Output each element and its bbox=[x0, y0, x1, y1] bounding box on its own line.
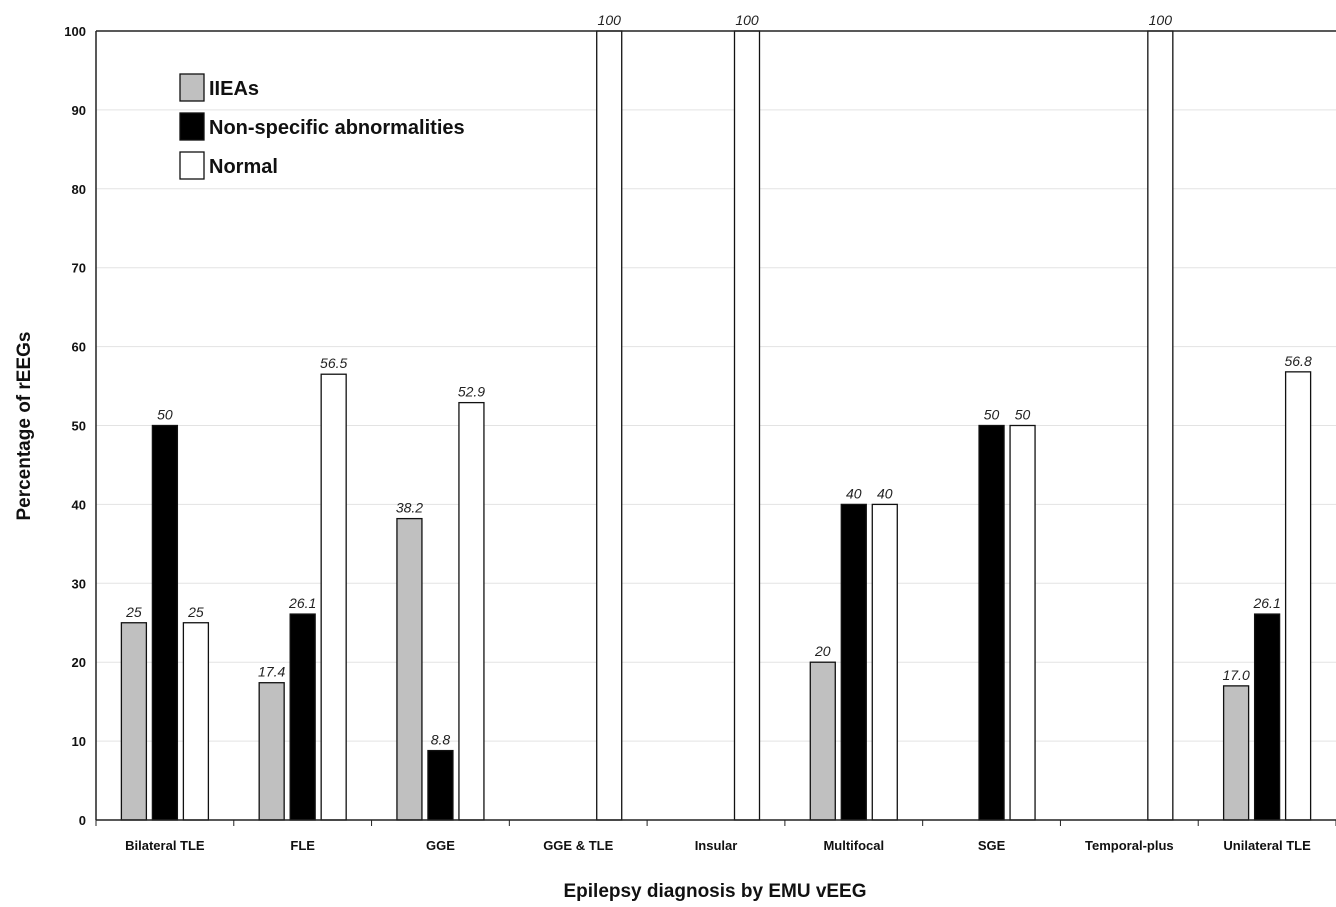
legend: IIEAs Non-specific abnormalities Normal bbox=[179, 73, 465, 180]
data-label: 17.0 bbox=[1222, 667, 1249, 683]
bar-normal-6 bbox=[1009, 424, 1036, 821]
bar-non-specific-abnormalities-0 bbox=[151, 424, 179, 821]
legend-label: Normal bbox=[209, 156, 278, 178]
legend-label: IIEAs bbox=[209, 78, 259, 100]
y-tick-label: 60 bbox=[72, 340, 86, 355]
data-label: 50 bbox=[157, 407, 173, 423]
y-tick-label: 100 bbox=[64, 24, 86, 39]
bar-normal-4 bbox=[733, 30, 761, 821]
data-label: 26.1 bbox=[1252, 595, 1280, 611]
data-label: 52.9 bbox=[458, 384, 485, 400]
legend-swatch-normal bbox=[179, 151, 205, 180]
x-tick-label: FLE bbox=[290, 838, 315, 853]
bar-iieas-5 bbox=[809, 661, 836, 821]
x-tick-label: Bilateral TLE bbox=[125, 838, 205, 853]
y-tick-label: 50 bbox=[72, 419, 86, 434]
data-label: 100 bbox=[1149, 12, 1173, 28]
y-tick-label: 90 bbox=[72, 103, 86, 118]
bar-iieas-8 bbox=[1222, 685, 1250, 821]
data-label: 40 bbox=[877, 485, 893, 501]
bar-non-specific-abnormalities-2 bbox=[427, 749, 454, 821]
data-labels: 25 17.4 38.2 20 17.0 50 26.1 8.8 40 50 26.1 25 56.5 5… bbox=[125, 12, 1312, 748]
data-label: 40 bbox=[846, 485, 862, 501]
bar-iieas-0 bbox=[120, 622, 148, 821]
legend-label: Non-specific abnormalities bbox=[209, 117, 465, 139]
y-tick-label: 0 bbox=[79, 813, 86, 828]
axes: 0 10 20 30 40 50 60 70 80 90 100 Bilateral TLE FLE GG… bbox=[64, 24, 1336, 853]
x-tick-label: Temporal-plus bbox=[1085, 838, 1174, 853]
data-label: 26.1 bbox=[288, 595, 316, 611]
data-label: 50 bbox=[1015, 407, 1031, 423]
x-axis-title: Epilepsy diagnosis by EMU vEEG bbox=[563, 881, 866, 902]
data-label: 25 bbox=[125, 604, 142, 620]
bar-non-specific-abnormalities-6 bbox=[978, 424, 1005, 821]
data-label: 100 bbox=[598, 12, 622, 28]
bar-non-specific-abnormalities-5 bbox=[840, 503, 867, 821]
x-tick-label: Insular bbox=[695, 838, 738, 853]
x-tick-label: SGE bbox=[978, 838, 1006, 853]
bar-iieas-1 bbox=[258, 682, 285, 821]
x-tick-label: Unilateral TLE bbox=[1223, 838, 1311, 853]
y-tick-label: 70 bbox=[72, 261, 86, 276]
bar-non-specific-abnormalities-1 bbox=[289, 613, 316, 821]
data-label: 50 bbox=[984, 407, 1000, 423]
y-axis-title: Percentage of rEEGs bbox=[14, 331, 35, 520]
x-tick-label: Multifocal bbox=[823, 838, 884, 853]
legend-swatch-non-specific-abnormalities bbox=[179, 112, 205, 141]
bar-normal-1 bbox=[320, 373, 347, 821]
data-label: 38.2 bbox=[396, 500, 423, 516]
bar-normal-0 bbox=[182, 622, 210, 821]
y-tick-label: 40 bbox=[72, 497, 86, 512]
bar-non-specific-abnormalities-8 bbox=[1253, 613, 1281, 821]
data-label: 56.8 bbox=[1284, 353, 1311, 369]
bar-normal-2 bbox=[458, 401, 485, 821]
bar-normal-3 bbox=[596, 30, 623, 821]
y-tick-label: 30 bbox=[72, 576, 86, 591]
x-tick-label: GGE bbox=[426, 838, 455, 853]
data-label: 17.4 bbox=[258, 664, 285, 680]
data-label: 20 bbox=[814, 643, 831, 659]
x-tick-label: GGE & TLE bbox=[543, 838, 613, 853]
data-label: 100 bbox=[735, 12, 759, 28]
bar-normal-7 bbox=[1147, 30, 1174, 821]
data-label: 56.5 bbox=[320, 355, 347, 371]
bar-normal-5 bbox=[871, 503, 898, 821]
bar-iieas-2 bbox=[396, 517, 423, 821]
data-label: 25 bbox=[187, 604, 204, 620]
bar-normal-8 bbox=[1284, 371, 1312, 821]
y-tick-label: 80 bbox=[72, 182, 86, 197]
legend-swatch-iieas bbox=[179, 73, 205, 102]
y-tick-label: 10 bbox=[72, 734, 86, 749]
y-tick-label: 20 bbox=[72, 655, 86, 670]
data-label: 8.8 bbox=[431, 732, 451, 748]
